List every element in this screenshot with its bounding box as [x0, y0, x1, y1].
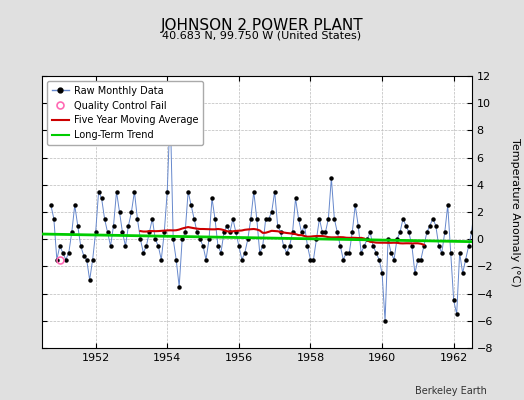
Legend: Raw Monthly Data, Quality Control Fail, Five Year Moving Average, Long-Term Tren: Raw Monthly Data, Quality Control Fail, … [47, 81, 203, 145]
Text: 40.683 N, 99.750 W (United States): 40.683 N, 99.750 W (United States) [162, 30, 362, 40]
Y-axis label: Temperature Anomaly (°C): Temperature Anomaly (°C) [510, 138, 520, 286]
Text: Berkeley Earth: Berkeley Earth [416, 386, 487, 396]
Text: JOHNSON 2 POWER PLANT: JOHNSON 2 POWER PLANT [161, 18, 363, 33]
